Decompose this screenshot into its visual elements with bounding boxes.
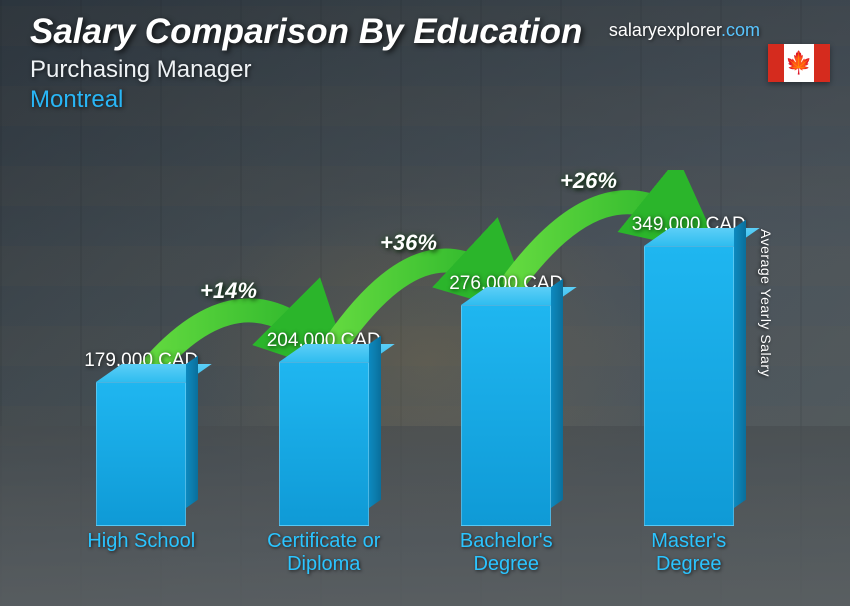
bar-front-face <box>461 305 551 526</box>
bar-side-face <box>734 220 746 508</box>
category-label: Certificate orDiploma <box>236 530 411 576</box>
job-title: Purchasing Manager <box>30 56 820 84</box>
brand-suffix: .com <box>721 20 760 40</box>
location: Montreal <box>30 86 820 114</box>
bar-group: 179,000 CAD <box>54 350 229 526</box>
category-label: High School <box>54 530 229 576</box>
bar-side-face <box>186 356 198 508</box>
bar-front-face <box>96 382 186 526</box>
category-label: Bachelor'sDegree <box>419 530 594 576</box>
bars-container: 179,000 CAD 204,000 CAD 276,000 CAD 349,… <box>50 170 780 526</box>
bar-chart: +14% +36% +26% 179,000 CAD 204,000 CAD 2… <box>50 170 780 576</box>
bar-side-face <box>551 279 563 508</box>
brand-label: salaryexplorer.com <box>609 20 760 41</box>
flag-left-bar <box>768 44 784 82</box>
maple-leaf-icon: 🍁 <box>785 52 812 74</box>
category-label: Master'sDegree <box>601 530 776 576</box>
bar-3d <box>461 305 551 526</box>
bar-side-face <box>369 336 381 508</box>
bar-group: 349,000 CAD <box>601 214 776 526</box>
bar-group: 204,000 CAD <box>236 330 411 526</box>
bar-front-face <box>279 362 369 526</box>
bar-front-face <box>644 246 734 526</box>
brand-name: salaryexplorer <box>609 20 721 40</box>
category-labels: High SchoolCertificate orDiplomaBachelor… <box>50 530 780 576</box>
flag-right-bar <box>814 44 830 82</box>
flag-center: 🍁 <box>784 44 814 82</box>
flag-canada: 🍁 <box>768 44 830 82</box>
bar-group: 276,000 CAD <box>419 273 594 526</box>
bar-3d <box>96 382 186 526</box>
bar-3d <box>279 362 369 526</box>
bar-3d <box>644 246 734 526</box>
